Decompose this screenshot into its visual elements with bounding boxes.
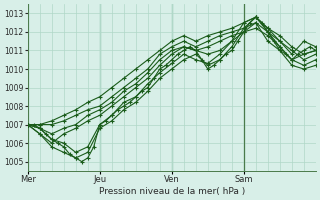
X-axis label: Pression niveau de la mer( hPa ): Pression niveau de la mer( hPa ) (99, 187, 245, 196)
